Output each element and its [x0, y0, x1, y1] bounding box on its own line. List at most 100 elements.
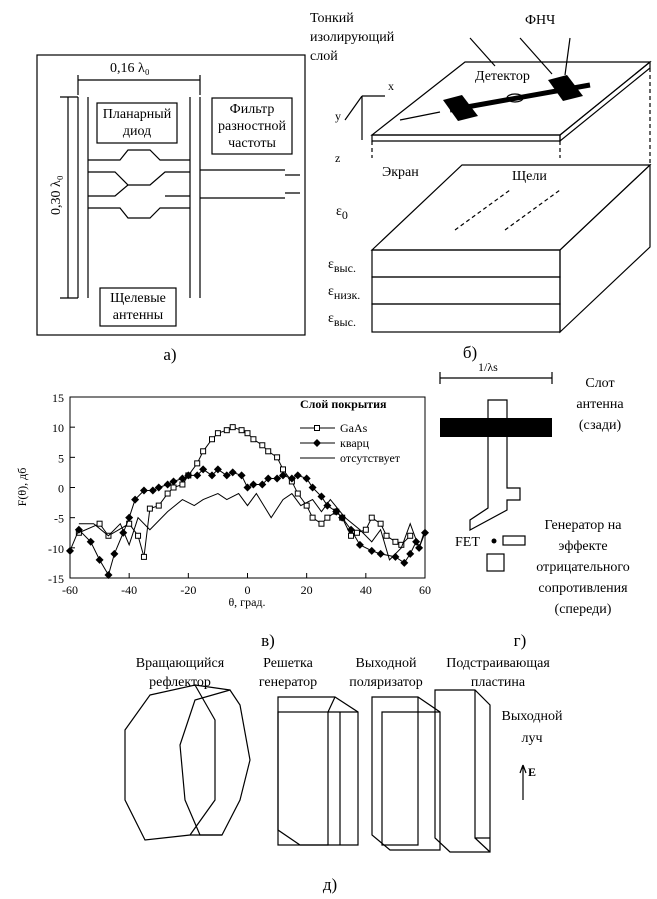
edges [474, 690, 491, 853]
x-tick-label: -20 [180, 583, 196, 597]
grid-label: Решетка генератор [259, 656, 317, 690]
layer-label: Тонкий изолирующий слой [310, 11, 395, 64]
point [222, 471, 231, 480]
point [274, 454, 281, 461]
series-line [78, 492, 426, 561]
point [155, 502, 162, 509]
point [146, 505, 153, 512]
point [391, 552, 400, 561]
point [392, 538, 399, 545]
panel-v: в) θ, град. F(θ), дб Слой покрытия -15 -1… [15, 391, 431, 650]
point [209, 436, 215, 443]
line: Щелевые [110, 291, 166, 306]
frame [36, 54, 306, 336]
line: сопротивления [538, 581, 628, 596]
point [407, 532, 414, 539]
side [559, 163, 651, 334]
point [250, 436, 257, 443]
line: Выходной [502, 709, 563, 724]
diagram-lines [60, 75, 300, 299]
point [199, 465, 208, 474]
field-arrow [519, 764, 527, 800]
line: Планарный [103, 107, 172, 122]
line: изолирующий [310, 30, 395, 45]
line: частоты [228, 136, 276, 151]
diode-label: Планарный диод [103, 107, 172, 139]
point [244, 430, 251, 437]
point [170, 484, 177, 491]
grid-face [277, 711, 329, 846]
point [193, 471, 202, 480]
filter-pad [548, 75, 583, 101]
line: слой [310, 49, 338, 64]
point [308, 483, 317, 492]
x-tick-label: -40 [121, 583, 137, 597]
point [169, 477, 178, 486]
plate [434, 689, 491, 853]
line: антенны [113, 308, 164, 323]
point [179, 481, 186, 488]
symbol: ε [328, 311, 334, 326]
point [318, 520, 325, 527]
axis-x: x [388, 79, 394, 93]
polarizer-face [381, 711, 419, 846]
point [131, 495, 140, 504]
point [228, 468, 237, 477]
line: Решетка [263, 656, 314, 671]
symbol: ε [328, 257, 334, 272]
caption: б) [463, 343, 477, 362]
pointers [344, 37, 571, 140]
element [502, 535, 526, 546]
point [104, 570, 113, 579]
antenna-label: Щелевые антенны [110, 291, 166, 323]
guides [371, 68, 651, 231]
sub: низк. [334, 288, 360, 302]
caption: в) [261, 631, 275, 650]
point [208, 471, 216, 480]
plate-label: Подстраивающая пластина [446, 656, 550, 690]
box [99, 287, 177, 327]
point [66, 546, 74, 555]
line: эффекте [558, 539, 607, 554]
eps-label: εнизк. [328, 284, 360, 302]
axis-z: z [335, 151, 340, 165]
point [355, 540, 364, 549]
legend-label: GaAs [340, 421, 368, 435]
point [317, 492, 326, 501]
line: луч [521, 731, 542, 746]
rods [190, 684, 231, 836]
caption: г) [514, 631, 527, 650]
line: Слот [585, 376, 614, 391]
line: (сзади) [579, 418, 622, 433]
line: диод [123, 124, 151, 139]
sub: выс. [334, 261, 356, 275]
point [163, 480, 172, 489]
point [164, 490, 171, 497]
reflector-back [124, 684, 216, 841]
x-tick-label: 40 [360, 583, 372, 597]
symbol: ε [336, 204, 342, 219]
fet-label: FET [455, 535, 480, 550]
point [353, 529, 360, 536]
point [273, 474, 282, 483]
panel-a: 0,16 λ₀ 0,30 λ₀ Планарный диод Фильтр разн… [36, 54, 306, 364]
point [223, 427, 230, 434]
legend-title: Слой покрытия [300, 397, 387, 411]
point [400, 558, 409, 567]
point [323, 501, 332, 510]
x-tick-label: 0 [245, 583, 251, 597]
y-tick-label: 10 [52, 421, 64, 435]
dimension [439, 372, 553, 384]
point [280, 466, 286, 473]
line: отрицательного [536, 560, 630, 575]
x-axis-label: θ, град. [228, 595, 265, 609]
line: разностной [218, 119, 286, 134]
point [154, 483, 163, 492]
eps-label: εвыс. [328, 311, 356, 329]
panel-g: 1/λs Слот антенна (сзади) FET Генератор на… [439, 360, 630, 650]
antenna-shape [469, 399, 521, 532]
point [178, 474, 187, 483]
point [406, 549, 415, 558]
legend-marker [313, 439, 321, 447]
point [377, 520, 384, 527]
